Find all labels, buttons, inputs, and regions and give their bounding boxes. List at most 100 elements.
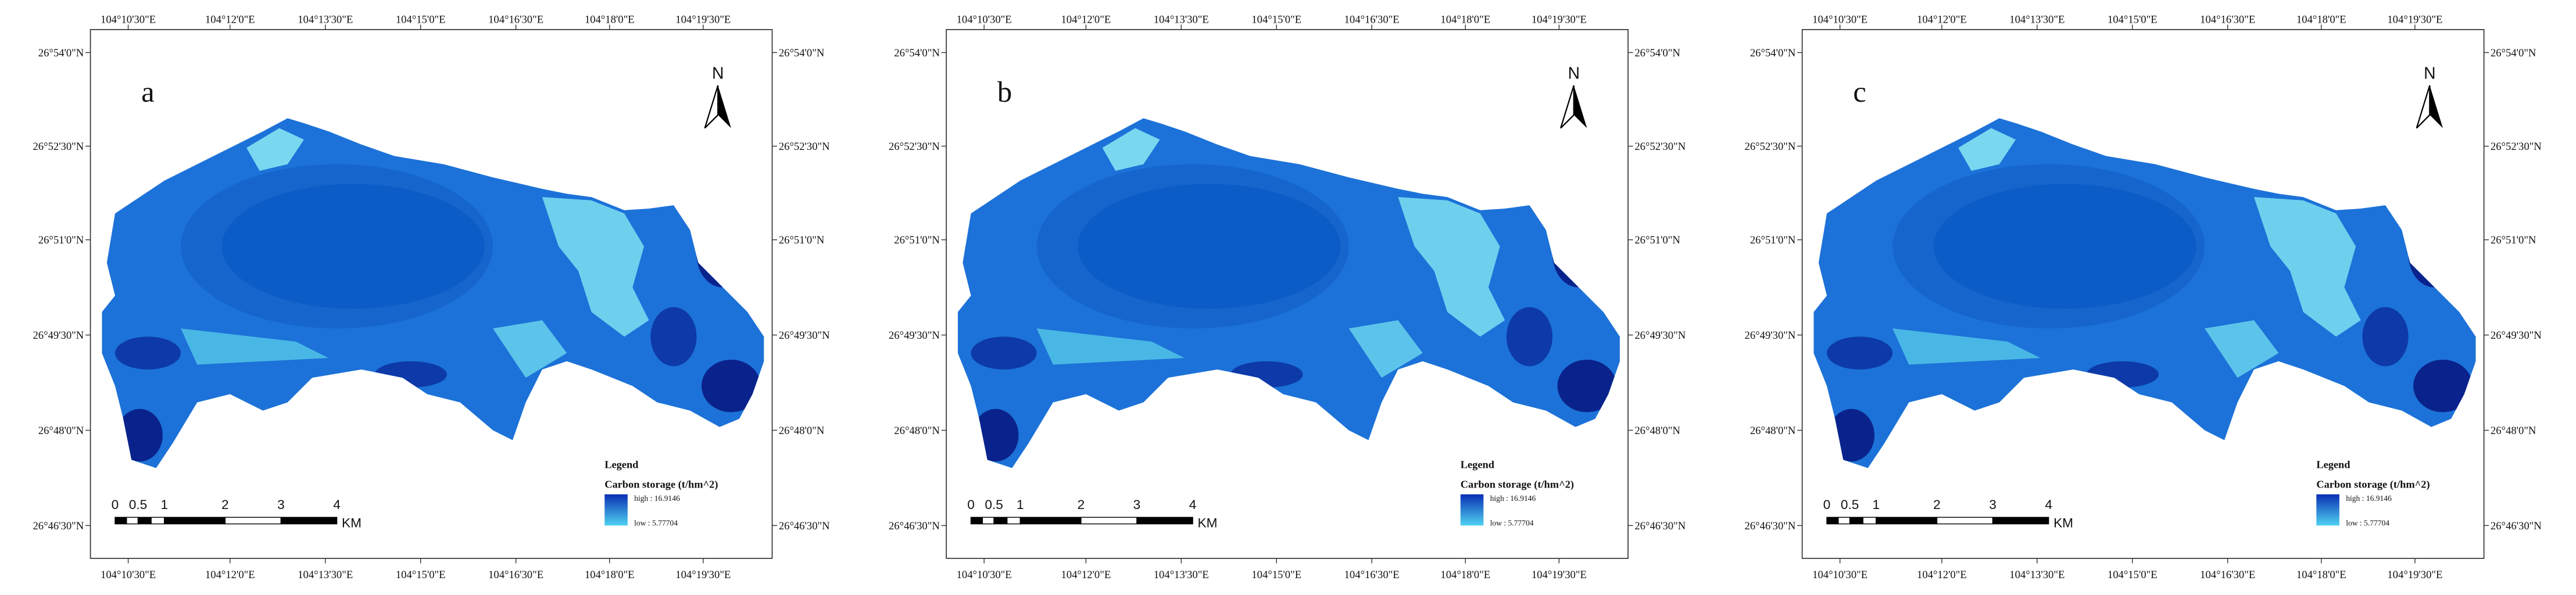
legend-ramp (2316, 494, 2339, 526)
scale-label: 1 (160, 497, 168, 512)
map-frame (946, 29, 1629, 559)
map-panel: 104°10'30"E 104°10'30"E 104°12'0"E 104°12'0… (33, 14, 830, 581)
north-arrow (1560, 85, 1575, 129)
scale-segment (1992, 517, 2049, 525)
latitude-label: 26°46'30"N (779, 520, 830, 532)
longitude-label: 104°19'30"E (1532, 569, 1587, 581)
longitude-label: 104°18'0"E (2296, 569, 2346, 581)
latitude-label: 26°54'0"N (894, 47, 940, 59)
longitude-label: 104°18'0"E (2296, 14, 2346, 26)
longitude-label: 104°13'30"E (2009, 569, 2065, 581)
longitude-label: 104°12'0"E (1061, 14, 1111, 26)
latitude-label: 26°51'0"N (779, 234, 825, 246)
map-panel: 104°10'30"E 104°10'30"E 104°12'0"E 104°12'0… (1745, 14, 2542, 581)
legend-title: Legend (1461, 459, 1494, 471)
latitude-label: 26°48'0"N (38, 425, 84, 437)
scale-unit: KM (2053, 515, 2073, 530)
scale-segment (1849, 517, 1863, 525)
scale-unit: KM (1198, 515, 1218, 530)
scale-segment (1136, 517, 1193, 525)
legend-high: high : 16.9146 (1490, 494, 1536, 503)
scale-unit: KM (342, 515, 362, 530)
scale-segment (115, 517, 127, 525)
longitude-label: 104°10'30"E (101, 569, 156, 581)
panel-label: c (1853, 76, 1866, 109)
north-label: N (712, 64, 724, 83)
scale-segment (1006, 517, 1021, 525)
latitude-label: 26°54'0"N (38, 47, 84, 59)
longitude-label: 104°15'0"E (2108, 14, 2158, 26)
study-area (946, 99, 1636, 493)
longitude-label: 104°12'0"E (205, 569, 255, 581)
scale-segment (1838, 517, 1851, 525)
scale-label: 1 (1873, 497, 1880, 512)
longitude-label: 104°19'30"E (675, 14, 731, 26)
latitude-label: 26°48'0"N (2491, 425, 2536, 437)
longitude-label: 104°13'30"E (298, 569, 353, 581)
longitude-label: 104°19'30"E (2387, 569, 2442, 581)
scale-label: 4 (2045, 497, 2052, 512)
scale-label: 3 (1133, 497, 1141, 512)
longitude-label: 104°16'30"E (1344, 569, 1400, 581)
scale-segment (1826, 517, 1839, 525)
longitude-label: 104°10'30"E (1812, 14, 1867, 26)
longitude-label: 104°12'0"E (1061, 569, 1111, 581)
scale-label: 2 (221, 497, 229, 512)
scale-segment (1876, 517, 1938, 525)
legend-low: low : 5.77704 (1490, 518, 1534, 527)
north-arrow (1573, 85, 1587, 128)
scale-label: 2 (1078, 497, 1085, 512)
scale-segment (1936, 517, 1994, 525)
longitude-label: 104°13'30"E (1154, 569, 1209, 581)
longitude-label: 104°13'30"E (2009, 14, 2065, 26)
scale-segment (1019, 517, 1082, 525)
latitude-label: 26°52'30"N (33, 141, 84, 153)
latitude-label: 26°54'0"N (2491, 47, 2536, 59)
panel-label: a (141, 76, 155, 109)
longitude-label: 104°16'30"E (1344, 14, 1400, 26)
north-arrow (2416, 85, 2431, 129)
longitude-label: 104°18'0"E (585, 569, 635, 581)
longitude-label: 104°18'0"E (1440, 14, 1490, 26)
latitude-label: 26°49'30"N (1634, 329, 1686, 342)
scale-segment (224, 517, 282, 525)
longitude-label: 104°10'30"E (957, 14, 1012, 26)
longitude-label: 104°18'0"E (1440, 569, 1490, 581)
latitude-label: 26°54'0"N (1750, 47, 1796, 59)
longitude-label: 104°15'0"E (396, 14, 446, 26)
latitude-label: 26°52'30"N (2491, 141, 2542, 153)
latitude-label: 26°52'30"N (1745, 141, 1796, 153)
scale-label: 0.5 (129, 497, 147, 512)
latitude-label: 26°46'30"N (33, 520, 84, 532)
legend-ramp (1460, 494, 1484, 526)
latitude-label: 26°51'0"N (38, 234, 84, 246)
north-arrow (718, 85, 731, 128)
scale-segment (1081, 517, 1137, 525)
latitude-label: 26°48'0"N (779, 425, 825, 437)
longitude-label: 104°18'0"E (585, 14, 635, 26)
latitude-label: 26°49'30"N (779, 329, 830, 342)
latitude-label: 26°51'0"N (1634, 234, 1680, 246)
scale-label: 2 (1933, 497, 1941, 512)
latitude-label: 26°48'0"N (894, 425, 940, 437)
study-area (1802, 99, 2492, 493)
scale-label: 0 (1823, 497, 1831, 512)
longitude-label: 104°12'0"E (1917, 569, 1967, 581)
scale-segment (280, 517, 338, 525)
latitude-label: 26°49'30"N (889, 329, 940, 342)
latitude-label: 26°46'30"N (1634, 520, 1686, 532)
latitude-label: 26°46'30"N (1745, 520, 1796, 532)
latitude-label: 26°48'0"N (1750, 425, 1796, 437)
latitude-label: 26°51'0"N (894, 234, 940, 246)
longitude-label: 104°15'0"E (1251, 569, 1301, 581)
longitude-label: 104°10'30"E (957, 569, 1012, 581)
north-arrow (704, 85, 719, 129)
scale-segment (151, 517, 165, 525)
longitude-label: 104°16'30"E (2200, 14, 2255, 26)
scale-label: 0 (112, 497, 119, 512)
panel-label: b (997, 76, 1012, 109)
scale-segment (1862, 517, 1877, 525)
latitude-label: 26°52'30"N (1634, 141, 1686, 153)
latitude-label: 26°54'0"N (779, 47, 825, 59)
